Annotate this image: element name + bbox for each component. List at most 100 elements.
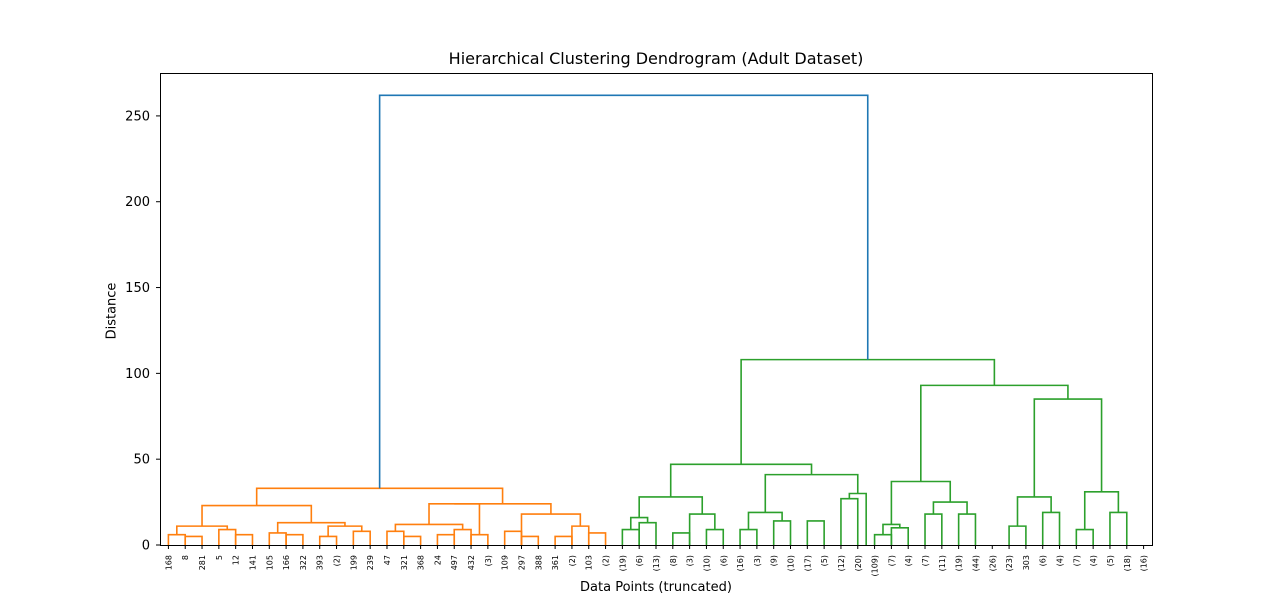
dendrogram-link-15 (453, 528, 472, 545)
x-axis-label: Data Points (truncated) (580, 580, 732, 595)
dendrogram-link-5 (268, 532, 287, 545)
dendrogram-link-54 (1083, 490, 1120, 530)
dendrogram-link-7 (318, 535, 338, 545)
dendrogram-link-20 (520, 535, 540, 545)
dendrogram-link-10 (276, 521, 346, 533)
x-tick-label-13: 47 (383, 555, 392, 565)
dendrogram-link-48 (890, 480, 952, 525)
x-tick-label-47: (19) (955, 555, 964, 571)
dendrogram-link-28 (638, 521, 657, 545)
dendrogram-link-34 (739, 528, 758, 545)
dendrogram-link-57 (740, 358, 996, 465)
x-tick-label-54: (7) (1072, 555, 1081, 566)
x-tick-label-24: (2) (568, 555, 577, 566)
x-tick-label-51: 303 (1022, 555, 1031, 570)
dendrogram-link-6 (285, 533, 304, 545)
dendrogram-link-42 (873, 533, 893, 545)
x-tick-label-20: 109 (501, 555, 510, 570)
x-tick-label-23: 361 (551, 555, 560, 570)
x-tick-label-30: (8) (669, 555, 678, 566)
dendrogram-link-55 (1033, 398, 1103, 497)
dendrogram-link-46 (957, 513, 977, 545)
dendrogram-link-37 (806, 520, 825, 545)
x-tick-label-44: (4) (904, 555, 913, 566)
dendrogram-link-30 (672, 532, 691, 545)
x-tick-label-49: (26) (988, 555, 997, 571)
dendrogram-link-12 (386, 530, 405, 545)
x-tick-label-1: 8 (181, 555, 190, 560)
x-tick-label-33: (6) (719, 555, 728, 566)
dendrogram-link-38 (840, 497, 859, 545)
y-axis-ticks: 0 50 100 150 200 250 (125, 109, 160, 554)
x-tick-label-6: 105 (265, 555, 274, 570)
y-tick-label-0: 0 (142, 539, 150, 554)
x-tick-label-19: (3) (484, 555, 493, 566)
x-tick-label-45: (7) (921, 555, 930, 566)
dendrogram-link-8 (352, 530, 371, 545)
x-tick-label-37: (10) (787, 555, 796, 571)
x-tick-label-52: (6) (1039, 555, 1048, 566)
dendrogram-link-41 (669, 463, 813, 497)
x-tick-label-42: (109) (871, 555, 880, 577)
y-tick-label-50: 50 (133, 453, 150, 468)
x-tick-label-50: (23) (1005, 555, 1014, 571)
dendrogram-link-44 (882, 523, 901, 535)
dendrogram-link-22 (571, 525, 590, 545)
x-tick-label-56: (5) (1106, 555, 1115, 566)
x-tick-label-28: (6) (635, 555, 644, 566)
x-tick-label-4: 12 (232, 555, 241, 565)
x-tick-label-0: 168 (164, 555, 173, 570)
x-tick-label-11: 199 (349, 555, 358, 570)
dendrogram-link-49 (1008, 525, 1027, 545)
x-tick-label-25: 103 (585, 555, 594, 570)
dendrogram-link-31 (705, 528, 725, 545)
x-tick-label-27: (19) (618, 555, 627, 571)
x-tick-label-2: 281 (198, 555, 207, 570)
x-tick-label-34: (16) (736, 555, 745, 571)
x-tick-label-43: (7) (887, 555, 896, 566)
dendrogram-link-11 (201, 504, 313, 527)
dendrogram-link-40 (764, 473, 859, 513)
x-tick-label-32: (10) (702, 555, 711, 571)
dendrogram-link-35 (772, 520, 792, 545)
x-tick-label-46: (11) (938, 555, 947, 571)
y-axis-label: Distance (104, 282, 120, 340)
y-tick-label-100: 100 (125, 367, 150, 382)
x-tick-label-48: (44) (971, 555, 980, 571)
dendrogram-link-21 (554, 535, 573, 545)
dendrogram-link-50 (1041, 511, 1061, 545)
x-tick-label-38: (17) (803, 555, 812, 571)
x-tick-label-10: (2) (333, 555, 342, 566)
x-tick-label-5: 141 (248, 555, 257, 570)
x-tick-label-26: (2) (602, 555, 611, 566)
dendrogram-link-25 (454, 503, 552, 515)
x-tick-label-40: (12) (837, 555, 846, 571)
dendrogram-link-19 (503, 530, 523, 545)
y-tick-label-150: 150 (125, 281, 150, 296)
x-tick-label-57: (18) (1123, 555, 1132, 571)
x-tick-label-21: 297 (517, 555, 526, 570)
x-tick-label-15: 368 (417, 555, 426, 570)
x-tick-label-39: (5) (820, 555, 829, 566)
x-tick-label-53: (4) (1056, 555, 1065, 566)
x-tick-label-35: (3) (753, 555, 762, 566)
y-tick-label-250: 250 (125, 109, 150, 124)
dendrogram-link-2 (218, 528, 237, 545)
x-tick-label-3: 5 (215, 555, 224, 560)
dendrogram-link-14 (436, 533, 456, 545)
dendrogram-link-0 (167, 533, 187, 545)
x-tick-label-18: 432 (467, 555, 476, 570)
dendrogram-links (167, 94, 1128, 545)
x-tick-label-17: 497 (450, 555, 459, 570)
dendrogram-link-52 (1075, 528, 1094, 545)
x-tick-label-22: 388 (534, 555, 543, 570)
x-tick-label-55: (4) (1089, 555, 1098, 566)
dendrogram-link-3 (234, 533, 254, 545)
x-tick-label-41: (20) (854, 555, 863, 571)
x-tick-label-29: (13) (652, 555, 661, 571)
x-tick-label-9: 393 (316, 555, 325, 570)
x-tick-label-8: 322 (299, 555, 308, 570)
chart-title: Hierarchical Clustering Dendrogram (Adul… (448, 49, 864, 68)
dendrogram-link-58 (378, 94, 869, 489)
